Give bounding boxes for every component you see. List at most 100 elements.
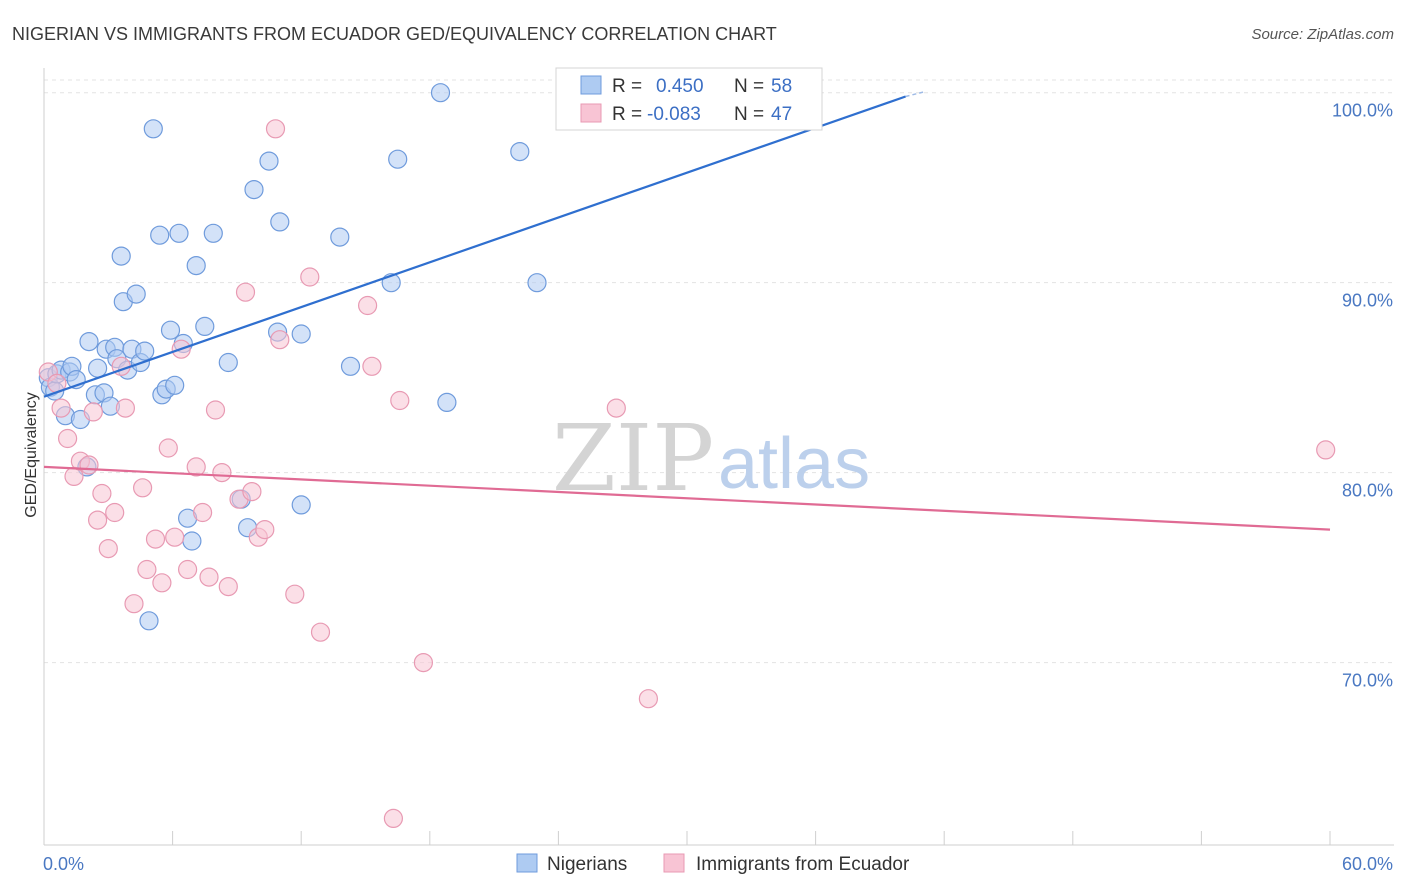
ecuador-point-14 <box>124 594 144 614</box>
nigerian-point-40 <box>218 352 238 373</box>
ecuador-point-25 <box>199 567 219 587</box>
ecuador-point-39 <box>358 295 378 316</box>
x-axis-ticks <box>43 831 1331 845</box>
watermark: ZIP atlas <box>552 405 870 512</box>
ecuador-point-11 <box>105 502 125 523</box>
ecuador-point-23 <box>186 457 206 477</box>
ecuador-point-33 <box>255 519 275 540</box>
ecuador-point-44 <box>606 398 626 418</box>
nigerian-point-33 <box>169 223 189 243</box>
ecuador-point-37 <box>300 267 320 287</box>
nigerian-point-25 <box>135 341 155 361</box>
nigerian-point-44 <box>259 151 279 171</box>
legend-r-value-ecuador: -0.083 <box>647 104 701 125</box>
ecuador-point-9 <box>92 483 112 504</box>
nigerian-point-31 <box>160 320 181 340</box>
nigerian-point-52 <box>388 149 408 169</box>
ecuador-point-7 <box>83 402 103 422</box>
ecuador-point-24 <box>193 502 213 523</box>
nigerian-point-19 <box>111 246 131 266</box>
nigerian-trend-extension <box>905 90 926 98</box>
legend-n-label-ecuador: N = <box>734 104 764 125</box>
nigerian-point-57 <box>510 142 530 162</box>
x-tick-label-min: 0.0% <box>43 854 84 874</box>
nigerian-point-55 <box>527 273 547 293</box>
ecuador-point-15 <box>133 478 153 498</box>
nigerian-point-23 <box>126 284 146 304</box>
ecuador-point-3 <box>57 428 78 449</box>
nigerian-point-39 <box>203 223 223 243</box>
ecuador-point-6 <box>79 455 99 475</box>
legend-n-label-nigerians: N = <box>734 76 764 97</box>
nigerian-point-50 <box>340 356 361 376</box>
ecuador-point-26 <box>205 400 226 420</box>
y-tick-label-70: 70.0% <box>1342 671 1393 691</box>
source-credit: Source: ZipAtlas.com <box>1251 26 1394 43</box>
y-axis-tick-labels: 70.0% 80.0% 90.0% 100.0% <box>1332 101 1393 691</box>
ecuador-point-27 <box>212 463 232 483</box>
legend-r-label-nigerians: R = <box>612 76 642 97</box>
nigerian-point-53 <box>437 392 457 412</box>
ecuador-trend-line <box>43 465 1331 531</box>
y-axis-label: GED/Equivalency <box>23 392 40 517</box>
bottom-legend-label-nigerians: Nigerians <box>547 854 627 875</box>
bottom-legend: Nigerians Immigrants from Ecuador <box>516 853 910 875</box>
bottom-legend-swatch-nigerians <box>516 853 538 873</box>
legend-r-value-nigerians: 0.450 <box>656 76 704 97</box>
ecuador-point-31 <box>242 482 262 502</box>
nigerian-point-49 <box>330 227 350 247</box>
watermark-atlas: atlas <box>718 424 870 504</box>
legend-swatch-ecuador <box>580 103 602 123</box>
ecuador-point-13 <box>115 398 136 418</box>
stats-legend: R = 0.450 N = 58 R = -0.083 N = 47 <box>555 67 823 131</box>
legend-r-label-ecuador: R = <box>612 104 642 125</box>
nigerian-point-32 <box>165 375 185 395</box>
y-tick-label-90: 90.0% <box>1342 291 1393 311</box>
ecuador-point-45 <box>638 689 659 709</box>
data-points <box>38 83 1336 829</box>
nigerian-point-54 <box>430 83 451 103</box>
nigerian-point-26 <box>139 611 159 631</box>
nigerian-trend-line <box>43 95 906 398</box>
nigerian-point-13 <box>87 358 108 378</box>
ecuador-point-30 <box>235 282 256 302</box>
ecuador-point-34 <box>265 119 286 139</box>
ecuador-point-10 <box>98 538 118 559</box>
x-tick-label-max: 60.0% <box>1342 854 1393 874</box>
legend-n-value-ecuador: 47 <box>771 104 792 125</box>
gridlines <box>44 79 1394 664</box>
nigerian-point-28 <box>150 225 170 245</box>
ecuador-point-22 <box>178 559 198 580</box>
nigerian-point-47 <box>291 324 311 344</box>
ecuador-point-41 <box>383 808 403 829</box>
y-tick-label-80: 80.0% <box>1342 481 1393 501</box>
nigerian-point-36 <box>182 531 202 551</box>
ecuador-point-18 <box>152 573 172 593</box>
y-tick-label-100: 100.0% <box>1332 101 1393 121</box>
bottom-legend-label-ecuador: Immigrants from Ecuador <box>696 854 910 875</box>
ecuador-point-17 <box>145 529 166 549</box>
ecuador-point-42 <box>390 390 410 411</box>
bottom-legend-swatch-ecuador <box>663 853 685 873</box>
ecuador-point-38 <box>310 622 331 642</box>
ecuador-point-43 <box>413 652 433 673</box>
legend-n-value-nigerians: 58 <box>771 76 792 97</box>
ecuador-point-35 <box>270 330 290 350</box>
ecuador-point-36 <box>285 584 305 604</box>
nigerian-point-37 <box>186 256 206 276</box>
nigerian-point-43 <box>244 180 264 200</box>
ecuador-point-40 <box>362 356 382 376</box>
ecuador-point-8 <box>87 510 108 530</box>
ecuador-point-19 <box>158 438 178 458</box>
trend-lines <box>43 90 1331 531</box>
nigerian-point-38 <box>195 316 215 336</box>
nigerian-point-46 <box>270 212 290 232</box>
ecuador-point-20 <box>165 527 185 547</box>
ecuador-point-16 <box>137 559 157 580</box>
chart-title: NIGERIAN VS IMMIGRANTS FROM ECUADOR GED/… <box>12 24 777 44</box>
legend-swatch-nigerians <box>580 75 602 95</box>
nigerian-point-11 <box>79 332 99 352</box>
ecuador-point-28 <box>218 576 238 597</box>
watermark-zip: ZIP <box>552 405 714 512</box>
